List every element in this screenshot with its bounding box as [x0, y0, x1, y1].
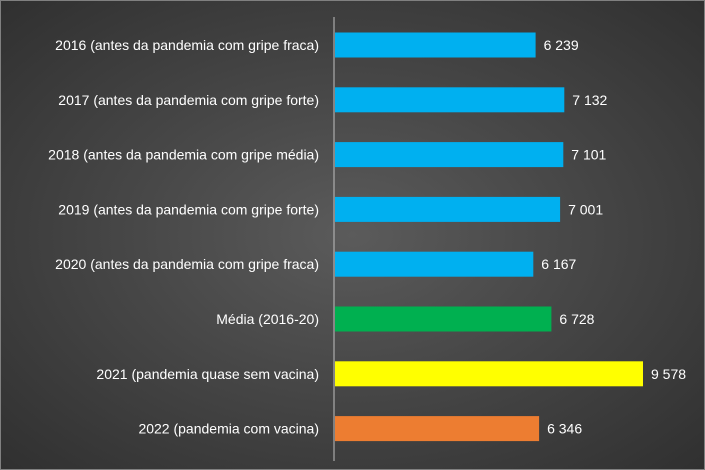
- data-label: 6 239: [544, 37, 579, 53]
- bar-7: [335, 361, 643, 387]
- bars-group: [335, 32, 643, 442]
- bar-2: [335, 87, 565, 113]
- data-label: 6 346: [547, 421, 582, 437]
- bar-6: [335, 306, 552, 332]
- bar-4: [335, 196, 561, 222]
- category-label: 2016 (antes da pandemia com gripe fraca): [55, 37, 319, 53]
- bar-5: [335, 251, 534, 277]
- data-label: 6 167: [541, 256, 576, 272]
- category-label: 2021 (pandemia quase sem vacina): [96, 366, 319, 382]
- bar-1: [335, 32, 536, 58]
- labels-group: 2016 (antes da pandemia com gripe fraca)…: [48, 37, 686, 437]
- category-label: 2019 (antes da pandemia com gripe forte): [58, 201, 319, 217]
- category-label: Média (2016-20): [216, 311, 319, 327]
- data-label: 7 132: [572, 92, 607, 108]
- category-label: 2022 (pandemia com vacina): [138, 421, 319, 437]
- category-label: 2018 (antes da pandemia com gripe média): [48, 147, 319, 163]
- data-label: 9 578: [651, 366, 686, 382]
- bar-3: [335, 142, 564, 168]
- bar-8: [335, 416, 540, 442]
- category-label: 2020 (antes da pandemia com gripe fraca): [55, 256, 319, 272]
- data-label: 7 101: [571, 147, 606, 163]
- category-label: 2017 (antes da pandemia com gripe forte): [58, 92, 319, 108]
- data-label: 7 001: [568, 201, 603, 217]
- data-label: 6 728: [559, 311, 594, 327]
